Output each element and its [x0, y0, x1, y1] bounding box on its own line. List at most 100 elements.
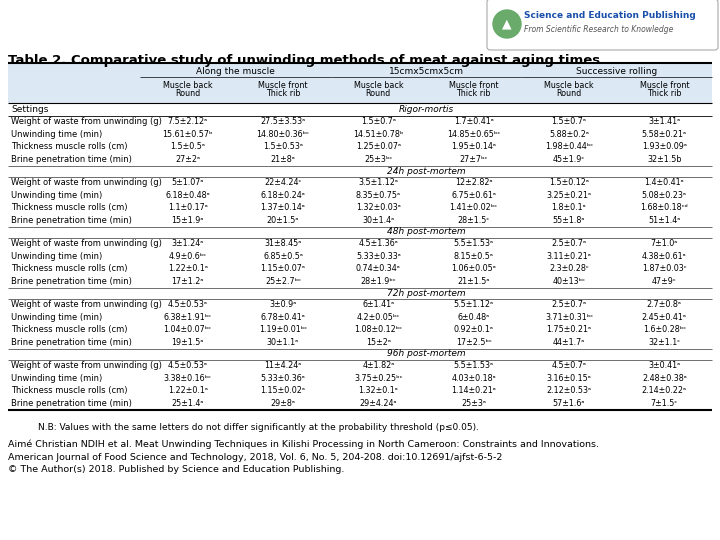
- Text: 1.15±0.07ᵃ: 1.15±0.07ᵃ: [261, 264, 305, 273]
- Text: 3.5±1.12ᵃ: 3.5±1.12ᵃ: [359, 178, 398, 187]
- Text: 4.38±0.61ᵃ: 4.38±0.61ᵃ: [642, 252, 687, 261]
- Text: 55±1.8ᵃ: 55±1.8ᵃ: [553, 216, 585, 225]
- Text: 0.74±0.34ᵃ: 0.74±0.34ᵃ: [356, 264, 401, 273]
- Text: Round: Round: [175, 90, 200, 98]
- Text: 30±1.4ᵃ: 30±1.4ᵃ: [362, 216, 395, 225]
- Text: American Journal of Food Science and Technology, 2018, Vol. 6, No. 5, 204-208. d: American Journal of Food Science and Tec…: [8, 453, 503, 462]
- Text: Thickness muscle rolls (cm): Thickness muscle rolls (cm): [11, 142, 127, 151]
- Text: 5±1.07ᵃ: 5±1.07ᵃ: [171, 178, 204, 187]
- Text: Unwinding time (min): Unwinding time (min): [11, 313, 102, 322]
- Text: Thickness muscle rolls (cm): Thickness muscle rolls (cm): [11, 264, 127, 273]
- Text: Muscle back: Muscle back: [544, 80, 594, 90]
- Text: 47±9ᶜ: 47±9ᶜ: [652, 276, 677, 286]
- Text: 72h post-mortem: 72h post-mortem: [387, 288, 465, 298]
- Text: Thick rib: Thick rib: [647, 90, 682, 98]
- Text: 2.5±0.7ᵃ: 2.5±0.7ᵃ: [552, 300, 587, 309]
- Text: 1.32±0.03ᵃ: 1.32±0.03ᵃ: [356, 203, 401, 212]
- Text: N.B: Values with the same letters do not differ significantly at the probability: N.B: Values with the same letters do not…: [38, 423, 479, 433]
- Text: 2.5±0.7ᵃ: 2.5±0.7ᵃ: [552, 239, 587, 248]
- Text: 27±2ᵃ: 27±2ᵃ: [175, 155, 200, 164]
- Text: 3.71±0.31ᵇᶜ: 3.71±0.31ᵇᶜ: [545, 313, 593, 322]
- Text: 8.15±0.5ᵃ: 8.15±0.5ᵃ: [454, 252, 494, 261]
- Text: Brine penetration time (min): Brine penetration time (min): [11, 276, 132, 286]
- Circle shape: [493, 10, 521, 38]
- Text: 5.88±0.2ᵃ: 5.88±0.2ᵃ: [549, 130, 589, 139]
- Text: 1.6±0.28ᵇᶜ: 1.6±0.28ᵇᶜ: [643, 325, 686, 334]
- Text: 1.1±0.17ᵃ: 1.1±0.17ᵃ: [168, 203, 207, 212]
- Text: 32±1.1ᶜ: 32±1.1ᶜ: [648, 338, 680, 347]
- Text: Aimé Christian NDIH et al. Meat Unwinding Techniques in Kilishi Processing in No: Aimé Christian NDIH et al. Meat Unwindin…: [8, 440, 599, 449]
- Text: 14.51±0.78ᵇ: 14.51±0.78ᵇ: [353, 130, 403, 139]
- Text: Muscle front: Muscle front: [449, 80, 498, 90]
- Text: Brine penetration time (min): Brine penetration time (min): [11, 399, 132, 408]
- Text: 3±0.41ᵃ: 3±0.41ᵃ: [648, 361, 680, 370]
- Text: 3.75±0.25ᵇᶜ: 3.75±0.25ᵇᶜ: [354, 374, 402, 383]
- Text: 28±1.9ᵇᶜ: 28±1.9ᵇᶜ: [361, 276, 396, 286]
- Text: 28±1.5ᶜ: 28±1.5ᶜ: [457, 216, 490, 225]
- Text: 1.7±0.41ᵃ: 1.7±0.41ᵃ: [454, 117, 494, 126]
- Text: 1.75±0.21ᵃ: 1.75±0.21ᵃ: [546, 325, 592, 334]
- Text: 22±4.24ᶜ: 22±4.24ᶜ: [264, 178, 302, 187]
- Text: 3.16±0.15ᵃ: 3.16±0.15ᵃ: [546, 374, 591, 383]
- Text: 4.03±0.18ᵃ: 4.03±0.18ᵃ: [451, 374, 496, 383]
- Text: 7±1.5ᶜ: 7±1.5ᶜ: [651, 399, 678, 408]
- Text: 3.11±0.21ᵃ: 3.11±0.21ᵃ: [546, 252, 591, 261]
- Text: 5.08±0.23ᵃ: 5.08±0.23ᵃ: [642, 191, 687, 200]
- Text: 1.08±0.12ᵇᶜ: 1.08±0.12ᵇᶜ: [354, 325, 402, 334]
- Text: Settings: Settings: [11, 105, 48, 114]
- Text: Brine penetration time (min): Brine penetration time (min): [11, 155, 132, 164]
- Text: 14.85±0.65ᵇᶜ: 14.85±0.65ᵇᶜ: [447, 130, 500, 139]
- Text: 27±7ᵇᶜ: 27±7ᵇᶜ: [459, 155, 488, 164]
- Text: 1.06±0.05ᵃ: 1.06±0.05ᵃ: [451, 264, 496, 273]
- Text: 1.22±0.1ᵃ: 1.22±0.1ᵃ: [168, 264, 207, 273]
- Text: Unwinding time (min): Unwinding time (min): [11, 130, 102, 139]
- Text: 45±1.9ᶜ: 45±1.9ᶜ: [553, 155, 585, 164]
- Text: 6.78±0.41ᵃ: 6.78±0.41ᵃ: [261, 313, 305, 322]
- Text: 1.93±0.09ᵃ: 1.93±0.09ᵃ: [642, 142, 687, 151]
- Text: 11±4.24ᵃ: 11±4.24ᵃ: [264, 361, 302, 370]
- Text: From Scientific Research to Knowledge: From Scientific Research to Knowledge: [524, 25, 673, 35]
- Text: 4.5±0.53ᵃ: 4.5±0.53ᵃ: [168, 361, 207, 370]
- Text: 6.18±0.48ᵃ: 6.18±0.48ᵃ: [166, 191, 210, 200]
- Text: 4.5±0.53ᵃ: 4.5±0.53ᵃ: [168, 300, 207, 309]
- Text: 24h post-mortem: 24h post-mortem: [387, 166, 465, 176]
- Text: 57±1.6ᵃ: 57±1.6ᵃ: [553, 399, 585, 408]
- Text: 19±1.5ᵃ: 19±1.5ᵃ: [171, 338, 204, 347]
- Text: 12±2.82ᵃ: 12±2.82ᵃ: [455, 178, 492, 187]
- Text: 4.2±0.05ᵇᶜ: 4.2±0.05ᵇᶜ: [356, 313, 400, 322]
- Text: 7±1.0ᵃ: 7±1.0ᵃ: [651, 239, 678, 248]
- Text: Round: Round: [366, 90, 391, 98]
- Text: 48h post-mortem: 48h post-mortem: [387, 227, 465, 237]
- Text: 1.98±0.44ᵇᶜ: 1.98±0.44ᵇᶜ: [545, 142, 593, 151]
- Text: 1.19±0.01ᵇᶜ: 1.19±0.01ᵇᶜ: [259, 325, 307, 334]
- Text: 1.5±0.7ᵃ: 1.5±0.7ᵃ: [552, 117, 587, 126]
- Text: Science and Education Publishing: Science and Education Publishing: [524, 11, 696, 21]
- Text: 21±1.5ᵃ: 21±1.5ᵃ: [457, 276, 490, 286]
- Text: 32±1.5b: 32±1.5b: [647, 155, 682, 164]
- Text: Weight of waste from unwinding (g): Weight of waste from unwinding (g): [11, 300, 162, 309]
- Text: 5.5±1.12ᵃ: 5.5±1.12ᵃ: [454, 300, 494, 309]
- Text: 30±1.1ᵃ: 30±1.1ᵃ: [267, 338, 299, 347]
- Text: Muscle front: Muscle front: [258, 80, 307, 90]
- Text: Weight of waste from unwinding (g): Weight of waste from unwinding (g): [11, 361, 162, 370]
- Text: Thickness muscle rolls (cm): Thickness muscle rolls (cm): [11, 386, 127, 395]
- Text: 25±1.4ᵃ: 25±1.4ᵃ: [171, 399, 204, 408]
- Text: 7.5±2.12ᵃ: 7.5±2.12ᵃ: [168, 117, 208, 126]
- FancyBboxPatch shape: [487, 0, 718, 50]
- Text: 96h post-mortem: 96h post-mortem: [387, 349, 465, 359]
- Text: © The Author(s) 2018. Published by Science and Education Publishing.: © The Author(s) 2018. Published by Scien…: [8, 465, 344, 475]
- Text: 1.15±0.02ᵃ: 1.15±0.02ᵃ: [261, 386, 305, 395]
- Text: Weight of waste from unwinding (g): Weight of waste from unwinding (g): [11, 178, 162, 187]
- Text: 4.5±1.36ᵃ: 4.5±1.36ᵃ: [359, 239, 398, 248]
- Text: 1.41±0.02ᵇᶜ: 1.41±0.02ᵇᶜ: [449, 203, 498, 212]
- Text: 14.80±0.36ᵇᶜ: 14.80±0.36ᵇᶜ: [256, 130, 310, 139]
- Text: 2.12±0.53ᵃ: 2.12±0.53ᵃ: [546, 386, 592, 395]
- Text: Brine penetration time (min): Brine penetration time (min): [11, 216, 132, 225]
- Text: 1.04±0.07ᵇᶜ: 1.04±0.07ᵇᶜ: [163, 325, 212, 334]
- Text: 29±4.24ᵃ: 29±4.24ᵃ: [359, 399, 397, 408]
- Text: 1.25±0.07ᵃ: 1.25±0.07ᵃ: [356, 142, 401, 151]
- Text: 2.48±0.38ᵃ: 2.48±0.38ᵃ: [642, 374, 687, 383]
- Text: 4±1.82ᵃ: 4±1.82ᵃ: [362, 361, 395, 370]
- Text: Thick rib: Thick rib: [456, 90, 491, 98]
- Text: Unwinding time (min): Unwinding time (min): [11, 252, 102, 261]
